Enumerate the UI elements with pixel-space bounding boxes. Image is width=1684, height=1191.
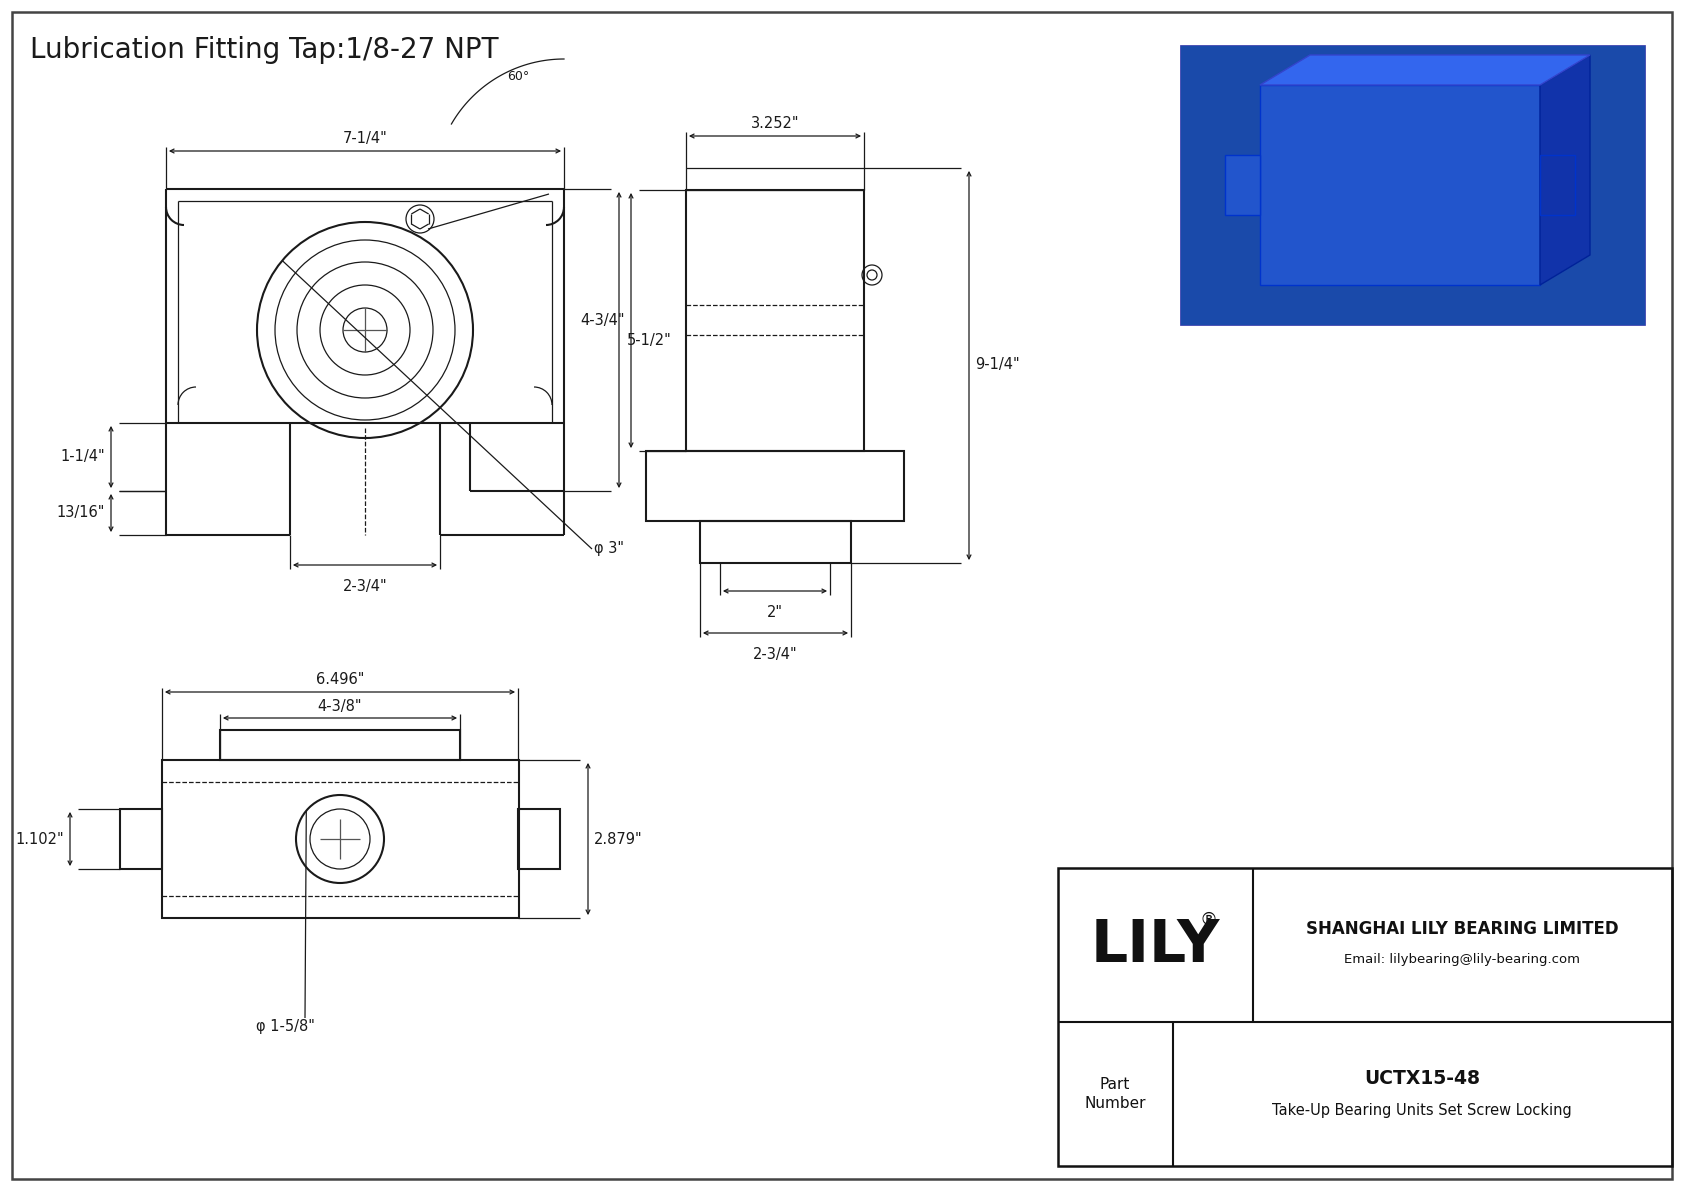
Text: UCTX15-48: UCTX15-48: [1364, 1068, 1480, 1087]
Text: 5-1/2": 5-1/2": [626, 332, 672, 348]
Bar: [221, 730, 460, 760]
Circle shape: [1346, 130, 1455, 241]
Circle shape: [1234, 177, 1251, 193]
Polygon shape: [1539, 55, 1590, 285]
Text: 4-3/4": 4-3/4": [581, 312, 625, 328]
Circle shape: [1383, 167, 1418, 202]
Bar: [1180, 45, 1645, 325]
Text: ®: ®: [1199, 911, 1218, 929]
Text: φ 1-5/8": φ 1-5/8": [256, 1018, 315, 1034]
Bar: [162, 760, 519, 918]
Bar: [1224, 155, 1260, 216]
Text: 1-1/4": 1-1/4": [61, 449, 104, 464]
Text: 9-1/4": 9-1/4": [975, 357, 1019, 373]
Text: 2-3/4": 2-3/4": [342, 579, 387, 594]
Text: Lubrication Fitting Tap:1/8-27 NPT: Lubrication Fitting Tap:1/8-27 NPT: [30, 36, 498, 64]
Text: SHANGHAI LILY BEARING LIMITED: SHANGHAI LILY BEARING LIMITED: [1305, 919, 1618, 939]
Circle shape: [1549, 177, 1564, 193]
Text: 2.879": 2.879": [594, 831, 643, 847]
Bar: [701, 520, 850, 563]
Circle shape: [1431, 87, 1448, 102]
Bar: [647, 451, 904, 520]
Bar: [685, 191, 864, 451]
Bar: [685, 168, 864, 191]
Text: LILY: LILY: [1090, 917, 1219, 973]
Bar: [1260, 85, 1539, 285]
Text: 13/16": 13/16": [57, 505, 104, 520]
Text: 2": 2": [766, 605, 783, 621]
Text: 7-1/4": 7-1/4": [342, 131, 387, 145]
Bar: [120, 809, 162, 869]
Bar: [519, 809, 561, 869]
Text: 60°: 60°: [507, 70, 529, 83]
Text: Part
Number: Part Number: [1084, 1077, 1145, 1111]
Text: 1.102": 1.102": [15, 831, 64, 847]
Text: φ 3": φ 3": [594, 542, 625, 556]
Bar: [1539, 155, 1575, 216]
Text: Email: lilybearing@lily-bearing.com: Email: lilybearing@lily-bearing.com: [1344, 953, 1580, 966]
Text: Take-Up Bearing Units Set Screw Locking: Take-Up Bearing Units Set Screw Locking: [1271, 1103, 1571, 1117]
Text: 4-3/8": 4-3/8": [318, 698, 362, 713]
Circle shape: [1366, 150, 1435, 220]
Bar: [1058, 868, 1672, 1166]
Text: 3.252": 3.252": [751, 116, 800, 131]
Text: 2-3/4": 2-3/4": [753, 647, 797, 662]
Polygon shape: [1260, 55, 1590, 85]
Text: 6.496": 6.496": [317, 672, 364, 686]
